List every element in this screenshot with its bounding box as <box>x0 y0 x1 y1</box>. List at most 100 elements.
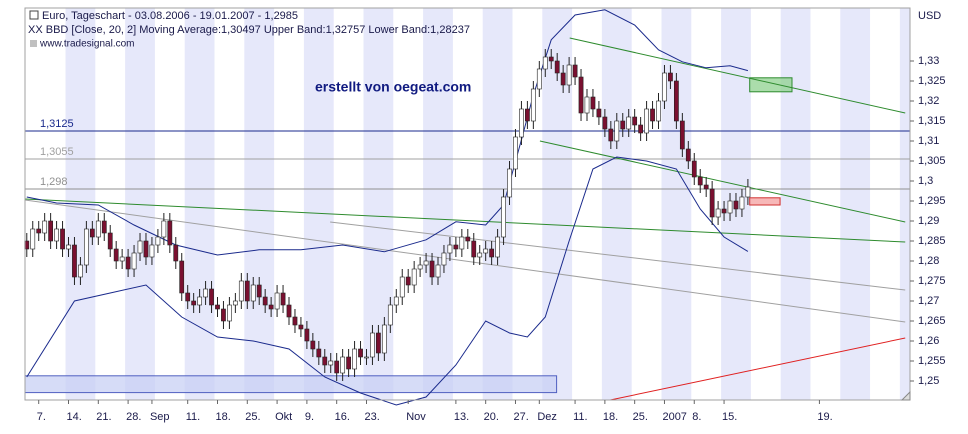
trendline <box>569 37 906 114</box>
candle-body <box>489 248 495 258</box>
candle-body <box>566 64 572 86</box>
candle-body <box>352 348 357 370</box>
candle-body <box>42 220 48 234</box>
zone-box <box>749 77 793 93</box>
candle-body <box>54 228 59 242</box>
plot-frame <box>24 7 911 401</box>
candle-body <box>405 276 411 286</box>
candle-body <box>119 256 125 262</box>
candle-body <box>441 252 447 266</box>
candle-body <box>519 108 524 138</box>
y-tick-label: 1,25 <box>918 375 939 387</box>
y-tick-label: 1,325 <box>918 75 946 87</box>
trendline <box>24 198 906 243</box>
candle-body <box>197 296 203 306</box>
candle-body <box>393 296 399 306</box>
candle-body <box>536 68 542 90</box>
week-stripe <box>184 8 215 400</box>
candle-body <box>322 356 328 366</box>
candle-body <box>733 200 739 210</box>
trendline <box>539 140 906 223</box>
trendline <box>610 337 906 401</box>
candle-body <box>542 56 548 70</box>
candle-body <box>584 96 590 114</box>
x-tick-label: 25. <box>633 411 648 423</box>
candle-body <box>632 116 638 126</box>
candle-body <box>453 244 459 250</box>
x-tick-label: 13. <box>454 411 469 423</box>
candle-body <box>465 236 471 242</box>
candle-body <box>411 268 417 286</box>
candle-body <box>83 228 89 266</box>
candle-body <box>30 228 36 250</box>
candle-body <box>435 264 441 278</box>
candle-body <box>215 304 220 310</box>
chart-title: Euro, Tageschart - 03.08.2006 - 19.01.20… <box>42 10 298 22</box>
candle-body <box>548 56 554 62</box>
candle-body <box>429 260 435 278</box>
y-tick-label: 1,33 <box>918 55 939 67</box>
x-tick-label: Dez <box>537 411 557 423</box>
source-icon <box>30 40 37 47</box>
x-tick-label: 19. <box>817 411 832 423</box>
x-tick-label: 18. <box>603 411 618 423</box>
candle-body <box>513 136 518 170</box>
candle-body <box>191 300 197 306</box>
candle-body <box>125 256 131 270</box>
candle-body <box>560 72 566 86</box>
candle-body <box>620 120 626 130</box>
candle-body <box>143 240 149 258</box>
y-tick-label: 1,27 <box>918 295 939 307</box>
level-label: 1,3055 <box>40 146 74 158</box>
candle-body <box>316 348 322 358</box>
candle-body <box>244 280 250 302</box>
candle-body <box>650 108 655 122</box>
candle-body <box>173 244 179 262</box>
y-tick-label: 1,305 <box>918 155 946 167</box>
candle-body <box>721 208 727 214</box>
candle-body <box>238 280 244 302</box>
candle-body <box>459 236 465 250</box>
candle-body <box>358 348 363 358</box>
x-tick-label: 7. <box>37 411 46 423</box>
candle-body <box>95 220 101 238</box>
x-tick-label: 25. <box>245 411 260 423</box>
candle-body <box>268 304 274 310</box>
week-stripe <box>899 8 910 400</box>
x-tick-label: 11. <box>573 411 587 423</box>
week-stripe <box>780 8 811 400</box>
candle-body <box>608 128 614 142</box>
candle-body <box>328 360 334 366</box>
candle-body <box>256 284 262 298</box>
candle-body <box>310 340 316 350</box>
candle-body <box>381 324 387 354</box>
candle-body <box>274 292 280 310</box>
candle-body <box>590 96 596 110</box>
candle-body <box>691 160 697 178</box>
candle-body <box>703 184 709 190</box>
candle-body <box>501 196 506 238</box>
candle-body <box>572 64 578 78</box>
candle-body <box>113 248 119 262</box>
candle-body <box>423 260 429 266</box>
y-tick-label: 1,32 <box>918 95 939 107</box>
candle-body <box>298 324 304 330</box>
candle-body <box>155 236 161 246</box>
y-tick-label: 1,285 <box>918 235 946 247</box>
x-tick-label: 21. <box>96 411 111 423</box>
candle-body <box>262 296 268 306</box>
candle-body <box>78 264 83 278</box>
candle-body <box>167 220 173 246</box>
candle-body <box>280 292 286 306</box>
x-tick-label: Okt <box>275 411 292 423</box>
x-tick-label: 27. <box>513 411 528 423</box>
candle-body <box>530 88 536 122</box>
candle-body <box>36 228 42 234</box>
candle-body <box>370 332 375 358</box>
y-tick-label: 1,26 <box>918 335 939 347</box>
candle-body <box>340 356 346 374</box>
candle-body <box>614 120 620 142</box>
candle-body <box>477 252 483 258</box>
candle-body <box>495 236 500 258</box>
